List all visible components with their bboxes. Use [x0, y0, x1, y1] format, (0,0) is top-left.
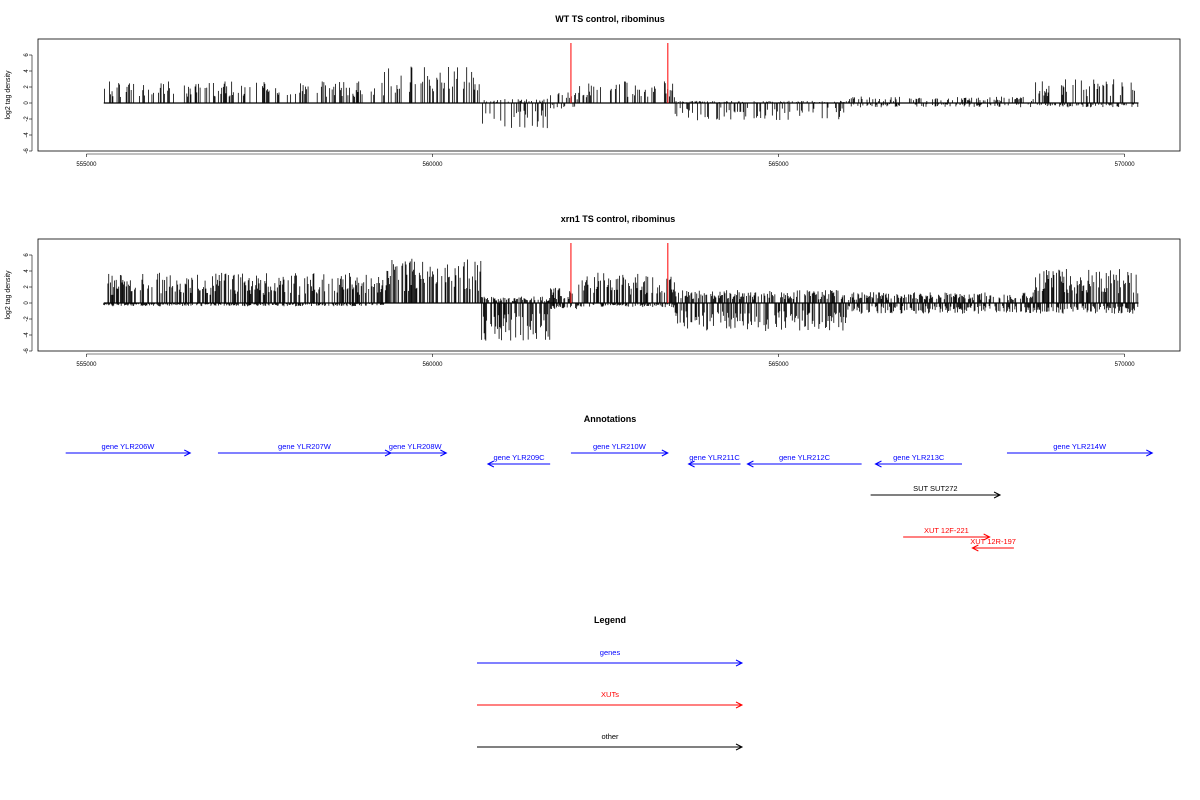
xrn1-x-tick-label: 570000: [1115, 362, 1136, 368]
legend-entries: genes XUTs other: [477, 648, 744, 751]
wt-y-tick-label: 6: [24, 53, 30, 57]
xrn1-plot-frame: [37, 238, 1181, 352]
wt-x-axis: 555000 560000 565000 570000: [76, 153, 1136, 168]
wt-y-tick-label: -6: [24, 148, 30, 154]
annotation-feature: gene YLR211C: [687, 453, 741, 468]
xrn1-x-tick-label: 560000: [422, 362, 443, 368]
annotation-label: gene YLR209C: [493, 453, 545, 462]
annotation-arrow-head: [746, 460, 754, 468]
annotation-label: gene YLR212C: [779, 453, 831, 462]
xrn1-x-tick-label: 555000: [76, 362, 97, 368]
annotation-label: gene YLR214W: [1053, 442, 1107, 451]
legend-label: genes: [600, 648, 621, 657]
annotation-feature: gene YLR214W: [1006, 442, 1154, 457]
annotation-feature: gene YLR210W: [570, 442, 669, 457]
annotation-label: gene YLR207W: [278, 442, 332, 451]
annotation-arrow-head: [661, 449, 669, 457]
annotation-feature: gene YLR206W: [65, 442, 192, 457]
annotation-feature: XUT 12R-197: [970, 537, 1016, 552]
annotation-feature: XUT 12F-221: [903, 526, 991, 541]
legend-entry: other: [477, 732, 744, 751]
annotation-label: SUT SUT272: [913, 484, 957, 493]
wt-y-tick-label: 0: [24, 101, 30, 105]
annotation-arrow-head: [486, 460, 495, 468]
wt-x-tick-label: 560000: [422, 162, 443, 168]
annotation-feature: gene YLR208W: [384, 442, 448, 457]
annotation-feature: gene YLR209C: [486, 453, 551, 468]
legend-title: Legend: [594, 615, 626, 625]
annotation-features: gene YLR206W gene YLR207W gene YLR208W gene…: [65, 442, 1154, 552]
annotation-label: gene YLR208W: [389, 442, 443, 451]
annotation-label: gene YLR210W: [593, 442, 647, 451]
wt-x-tick-label: 565000: [769, 162, 790, 168]
legend-label: other: [601, 732, 619, 741]
annotations-panel: Annotations gene YLR206W gene YLR207W gene…: [65, 414, 1154, 552]
wt-y-tick-label: -4: [24, 132, 30, 138]
wt-x-tick-label: 570000: [1115, 162, 1136, 168]
xrn1-bar-group: [103, 243, 1139, 341]
xrn1-track-panel: xrn1 TS control, ribominus log2 tag dens…: [5, 214, 1181, 368]
annotations-title: Annotations: [584, 414, 637, 424]
annotation-label: gene YLR211C: [689, 453, 740, 462]
annotation-feature: gene YLR213C: [874, 453, 962, 468]
annotation-feature: SUT SUT272: [870, 484, 1002, 499]
xrn1-x-axis: 555000 560000 565000 570000: [76, 353, 1136, 368]
annotation-label: gene YLR206W: [102, 442, 156, 451]
xrn1-y-tick-label: -4: [24, 332, 30, 338]
annotation-feature: gene YLR207W: [217, 442, 393, 457]
legend-entry: genes: [477, 648, 744, 667]
annotation-label: gene YLR213C: [893, 453, 945, 462]
annotation-arrow-head: [993, 491, 1002, 499]
xrn1-y-tick-label: 0: [24, 301, 30, 305]
wt-y-tick-label: 2: [24, 85, 30, 89]
wt-track-title: WT TS control, ribominus: [555, 14, 665, 24]
legend-arrow-head: [735, 701, 744, 709]
wt-y-axis-label: log2 tag density: [5, 70, 12, 120]
wt-track-panel: WT TS control, ribominus log2 tag densit…: [5, 14, 1181, 168]
xrn1-track-title: xrn1 TS control, ribominus: [561, 214, 676, 224]
xrn1-y-tick-label: -2: [24, 316, 30, 322]
annotation-label: XUT 12F-221: [924, 526, 969, 535]
wt-x-tick-label: 555000: [76, 162, 97, 168]
wt-bar-group: [103, 43, 1139, 129]
legend-label: XUTs: [601, 690, 619, 699]
annotation-feature: gene YLR212C: [746, 453, 862, 468]
annotation-arrow-head: [687, 460, 695, 468]
annotation-arrow-head: [874, 460, 882, 468]
annotation-arrow-head: [440, 449, 448, 457]
xrn1-y-tick-label: 2: [24, 285, 30, 289]
legend-arrow-head: [735, 743, 744, 751]
wt-y-tick-label: -2: [24, 116, 30, 122]
wt-y-axis: -6 -4 -2 0 2 4 6: [24, 53, 33, 154]
annotation-label: XUT 12R-197: [970, 537, 1016, 546]
annotation-arrow-head: [983, 533, 991, 541]
wt-y-tick-label: 4: [24, 69, 30, 73]
legend-entry: XUTs: [477, 690, 744, 709]
xrn1-y-axis-label: log2 tag density: [5, 270, 12, 320]
xrn1-y-axis: -6 -4 -2 0 2 4 6: [24, 253, 33, 354]
xrn1-y-tick-label: -6: [24, 348, 30, 354]
annotation-arrow-head: [971, 544, 979, 552]
xrn1-y-tick-label: 4: [24, 269, 30, 273]
xrn1-x-tick-label: 565000: [769, 362, 790, 368]
legend-panel: Legend genes XUTs other: [477, 615, 744, 751]
wt-plot-frame: [37, 38, 1181, 152]
annotation-arrow-head: [1146, 449, 1154, 457]
legend-arrow-head: [735, 659, 744, 667]
annotation-arrow-head: [184, 449, 192, 457]
xrn1-y-tick-label: 6: [24, 253, 30, 257]
